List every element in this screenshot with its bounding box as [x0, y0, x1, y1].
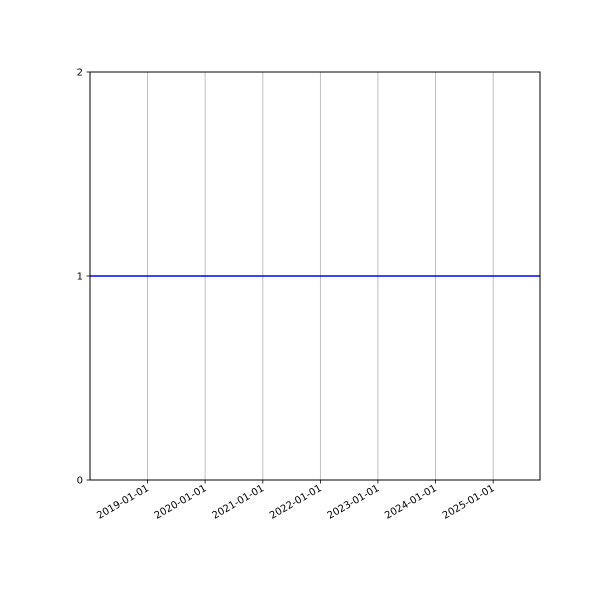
y-tick-label: 2 — [77, 68, 83, 79]
x-tick-label: 2020-01-01 — [153, 483, 209, 522]
x-axis: 2019-01-01 2020-01-01 2021-01-01 2022-01-01… — [95, 480, 497, 522]
x-tick-label: 2021-01-01 — [210, 483, 266, 522]
x-tick-label: 2025-01-01 — [441, 483, 497, 522]
x-tick-label: 2022-01-01 — [268, 483, 324, 522]
y-tick-label: 1 — [77, 272, 83, 283]
y-tick-label: 0 — [77, 476, 83, 487]
x-tick-label: 2019-01-01 — [95, 483, 151, 522]
x-tick-label: 2024-01-01 — [383, 483, 439, 522]
x-tick-label: 2023-01-01 — [326, 483, 382, 522]
y-axis: 0 1 2 — [77, 68, 90, 487]
